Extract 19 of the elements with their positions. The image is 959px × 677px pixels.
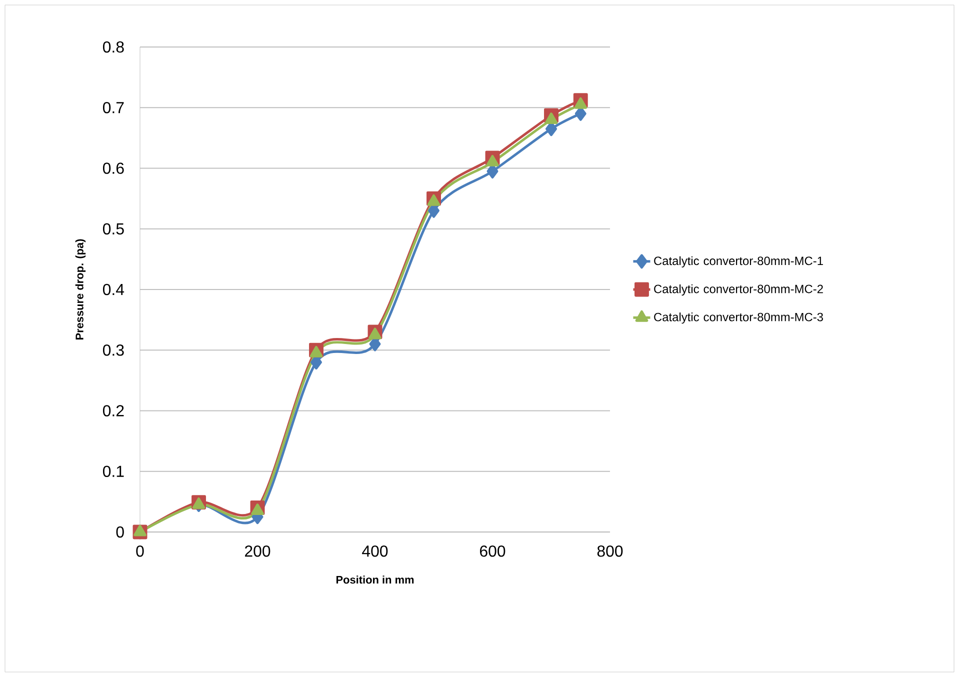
legend-label: Catalytic convertor-80mm-MC-2	[654, 284, 823, 296]
y-tick-label: 0.5	[102, 223, 124, 235]
x-tick-label: 0	[136, 545, 144, 557]
y-tick-label: 0.4	[102, 284, 124, 296]
y-tick-label: 0.2	[102, 405, 124, 416]
y-axis-title: Pressure drop. (pa)	[75, 239, 86, 340]
y-tick-label: 0.3	[102, 344, 124, 356]
y-tick-label: 0.6	[102, 162, 124, 174]
y-tick-label: 0.7	[102, 102, 124, 114]
x-tick-label: 400	[362, 545, 388, 557]
legend-label: Catalytic convertor-80mm-MC-1	[654, 256, 823, 268]
x-tick-label: 600	[480, 545, 506, 557]
y-tick-label: 0.8	[102, 41, 124, 53]
y-tick-label: 0.1	[102, 466, 124, 478]
x-tick-label: 800	[597, 545, 623, 557]
x-axis-title: Position in mm	[336, 576, 414, 584]
y-tick-label: 0	[116, 526, 124, 538]
x-tick-label: 200	[245, 545, 270, 557]
legend-label: Catalytic convertor-80mm-MC-3	[654, 312, 823, 324]
